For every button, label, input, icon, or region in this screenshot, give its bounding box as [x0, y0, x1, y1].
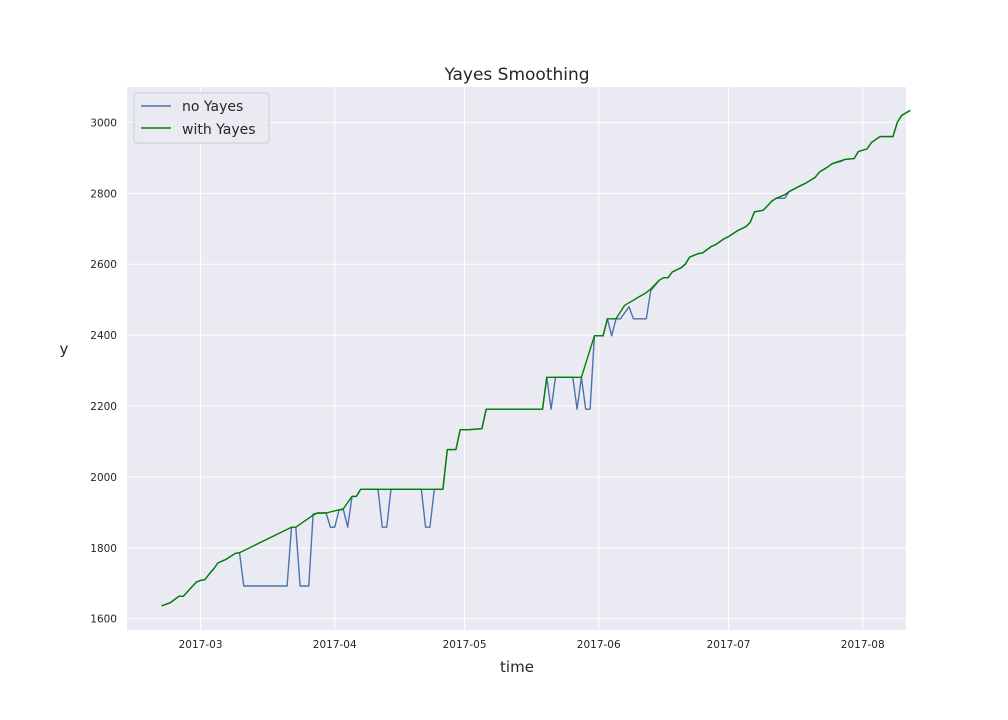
- y-tick-label: 2200: [90, 401, 117, 413]
- x-tick-label: 2017-06: [577, 639, 621, 651]
- x-tick-label: 2017-07: [707, 639, 751, 651]
- x-tick-label: 2017-04: [313, 639, 357, 651]
- y-tick-label: 2000: [90, 472, 117, 484]
- grid: [127, 87, 906, 630]
- plot-background: [127, 87, 906, 630]
- legend: no Yayes with Yayes: [133, 92, 270, 144]
- x-tick-label: 2017-05: [443, 639, 487, 651]
- series-lines: [161, 109, 911, 607]
- x-tick-labels: 2017-03 2017-04 2017-05 2017-06 2017-07 2017-…: [179, 639, 885, 651]
- y-tick-label: 2400: [90, 330, 117, 342]
- x-axis-title: time: [500, 658, 534, 676]
- legend-label-no-yayes: no Yayes: [182, 99, 243, 115]
- y-tick-label: 3000: [90, 117, 117, 129]
- y-tick-label: 1600: [90, 614, 117, 626]
- y-tick-labels: 1600 1800 2000 2200 2400 2600 2800 3000: [90, 117, 117, 625]
- series-line-with-yayes: [161, 109, 911, 607]
- chart-title: Yayes Smoothing: [443, 65, 589, 85]
- x-tick-label: 2017-03: [179, 639, 223, 651]
- x-tick-label: 2017-08: [841, 639, 885, 651]
- y-tick-label: 2800: [90, 188, 117, 200]
- legend-label-with-yayes: with Yayes: [182, 122, 256, 138]
- y-tick-label: 1800: [90, 543, 117, 555]
- y-axis-title: y: [60, 340, 69, 358]
- y-tick-label: 2600: [90, 259, 117, 271]
